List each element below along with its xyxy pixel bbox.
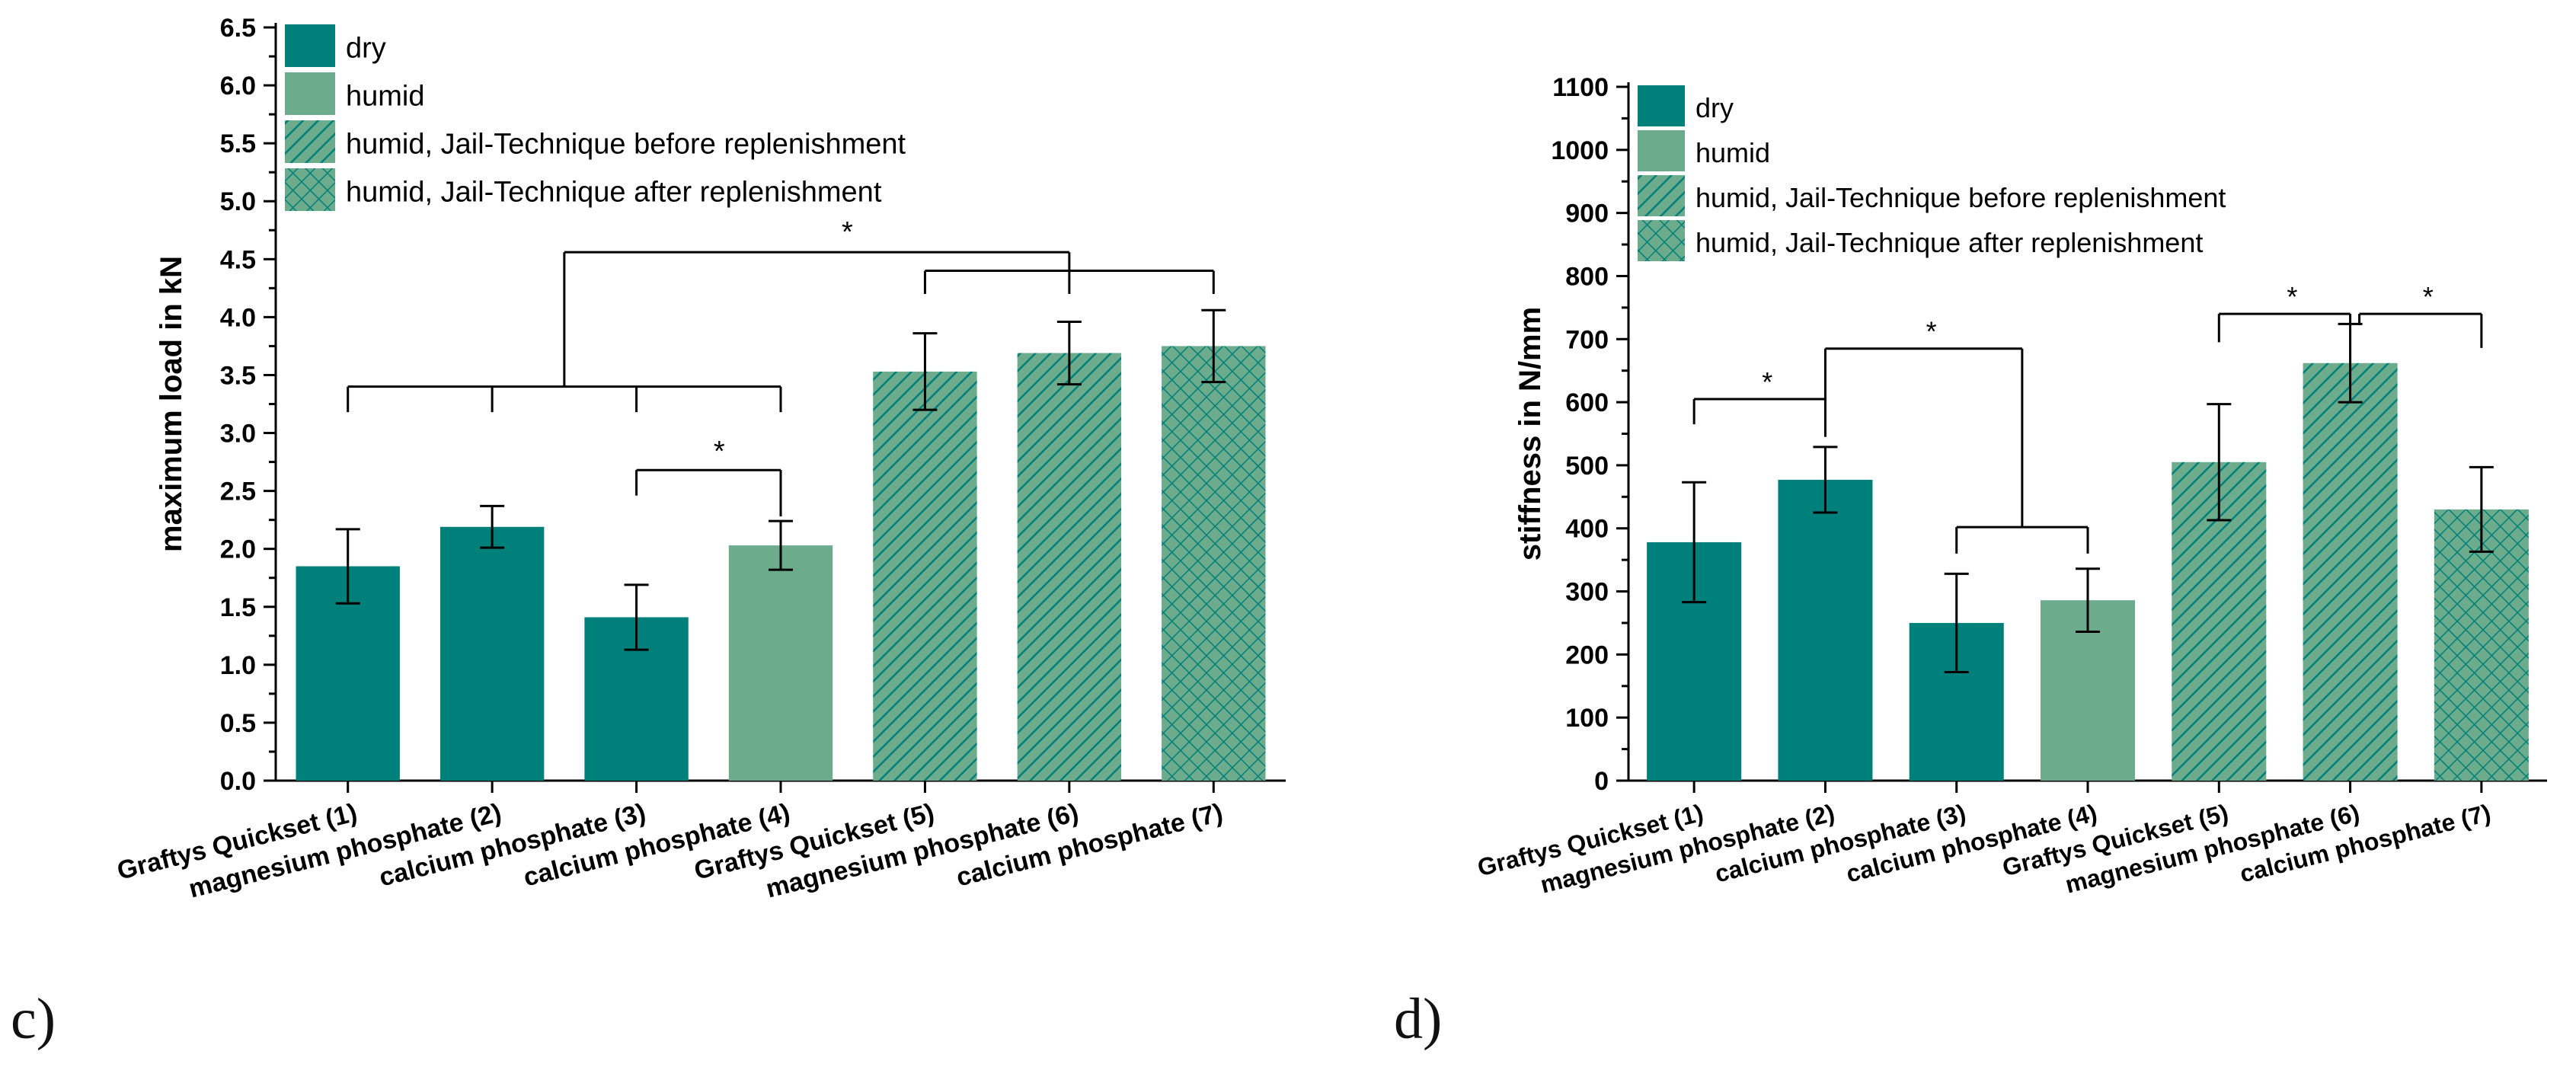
legend-swatch-4 [285,168,335,211]
y-tick-label: 0 [1594,767,1609,796]
y-tick-label: 5.5 [220,129,256,158]
y-tick-label: 1.5 [220,593,256,622]
y-tick-label: 1000 [1551,136,1609,165]
y-tick-label: 700 [1565,325,1609,354]
legend-swatch-2 [1638,130,1685,171]
y-tick-label: 0.0 [220,767,256,796]
legend-label-1: dry [346,33,386,65]
panel-label-c: c) [11,987,56,1051]
sig-star-d1: * [1762,366,1772,398]
y-tick-label: 900 [1565,200,1609,228]
legend-swatch-4 [1638,220,1685,261]
y-tick-label: 2.0 [220,535,256,564]
legend-swatch-3 [285,120,335,163]
y-tick-label: 1100 [1552,73,1609,102]
y-tick-label: 1.0 [220,651,256,680]
legend-swatch-1 [1638,85,1685,126]
chart-stiffness: 0 100 200 300 400 500 600 700 800 900 1000 1100 stif… [1475,73,2547,899]
bar-7 [1162,346,1266,781]
y-tick-label: 2.5 [220,478,256,506]
y-tick-label: 100 [1565,704,1609,733]
y-tick-label: 6.5 [220,14,256,43]
panel-label-d: d) [1394,987,1443,1051]
legend-swatch-3 [1638,175,1685,216]
legend-swatch-1 [285,24,335,67]
y-axis-label: maximum load in kN [155,256,188,552]
y-tick-label: 800 [1565,262,1609,291]
y-tick-label: 400 [1565,515,1609,544]
y-axis-label: stiffness in N/mm [1513,307,1547,561]
bar-7 [2434,509,2529,781]
y-tick-label: 200 [1565,641,1609,669]
y-tick-label: 500 [1565,452,1609,481]
legend-label-2: humid [346,81,425,113]
legend-label-3: humid, Jail-Technique before replenishme… [346,129,906,161]
y-tick-label: 4.0 [220,303,256,332]
sig-star-d3: * [2287,281,2297,312]
y-tick-label: 5.0 [220,187,256,216]
legend-swatch-2 [285,72,335,115]
sig-star-2: * [714,436,725,468]
bar-2 [1778,479,1873,781]
bar-2 [439,526,545,781]
legend-label-1: dry [1695,92,1734,123]
legend-label-4: humid, Jail-Technique after replenishmen… [1695,227,2203,258]
bar-6 [1017,353,1122,781]
sig-star-1: * [842,216,853,248]
y-tick-label: 4.5 [220,245,256,274]
bar-5 [873,371,977,781]
y-tick-label: 3.0 [220,420,256,449]
y-tick-label: 300 [1565,578,1609,607]
legend-label-3: humid, Jail-Technique before replenishme… [1695,182,2226,213]
chart-max-load: 0.0 0.5 1.0 1.5 2.0 2.5 3.0 3.5 4.0 4.5 5.0 5.5 6.0 6… [114,14,1286,904]
legend-label-4: humid, Jail-Technique after replenishmen… [346,177,882,209]
bar-4 [728,545,833,781]
y-tick-label: 0.5 [220,709,256,738]
y-tick-label: 6.0 [220,72,256,101]
sig-star-d2: * [1926,316,1937,347]
y-tick-label: 600 [1565,388,1609,417]
sig-star-d4: * [2423,281,2434,312]
legend-label-2: humid [1695,137,1770,168]
y-tick-label: 3.5 [220,361,256,390]
bar-6 [2303,363,2398,781]
